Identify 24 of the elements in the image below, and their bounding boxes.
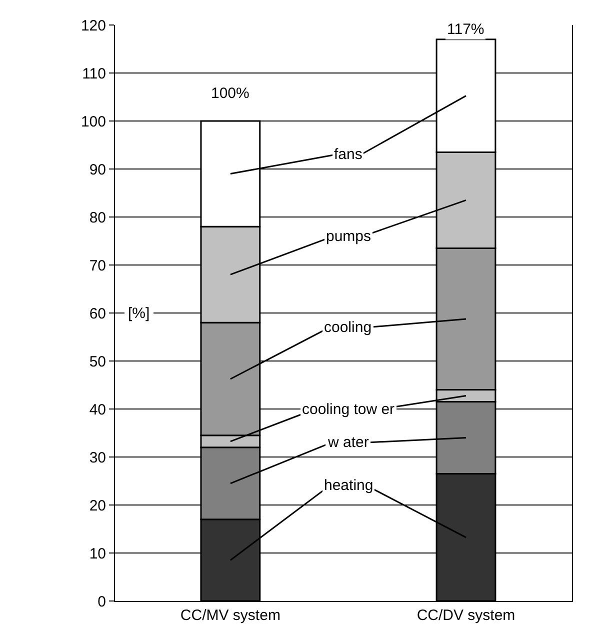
y-tick-label: 100 [80, 113, 106, 130]
y-tick-label: 50 [89, 353, 106, 370]
y-tick-label: 40 [89, 401, 106, 418]
text: cooling tow er [302, 401, 395, 418]
text: cooling [324, 319, 372, 336]
text: w ater [327, 434, 369, 451]
x-tick-label: CC/DV system [416, 607, 516, 624]
y-tick-label: 10 [89, 545, 106, 562]
y-tick-label: 20 [89, 497, 106, 514]
y-tick-label: 80 [89, 209, 106, 226]
y-tick-label: 90 [89, 161, 106, 178]
text: heating [324, 477, 374, 494]
y-tick-label: 30 [89, 449, 106, 466]
y-tick-label: 0 [98, 593, 106, 610]
y-tick-label: 110 [82, 65, 106, 82]
text: pumps [326, 228, 372, 245]
y-axis-title: [%] [128, 305, 150, 322]
total-label: 117% [447, 21, 484, 38]
text: fans [334, 146, 362, 163]
y-tick-label: 60 [89, 305, 106, 322]
total-label: 100% [211, 85, 250, 102]
x-tick-label: CC/MV system [180, 607, 280, 624]
y-tick-label: 70 [89, 257, 106, 274]
y-tick-label: 120 [80, 17, 106, 34]
